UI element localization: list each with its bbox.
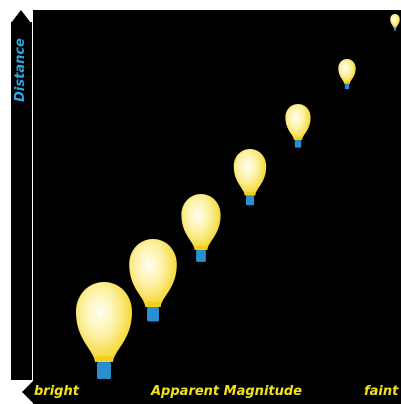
y-axis bbox=[11, 22, 32, 380]
light-bulb bbox=[129, 239, 177, 322]
x-axis-arrow bbox=[22, 380, 34, 404]
light-bulb bbox=[181, 194, 221, 262]
x-axis-min-label: bright bbox=[34, 384, 79, 399]
light-bulb bbox=[285, 104, 311, 148]
light-bulb bbox=[233, 149, 267, 206]
light-bulb bbox=[76, 282, 132, 379]
light-bulb bbox=[390, 14, 400, 31]
x-axis-label: Apparent Magnitude bbox=[151, 384, 302, 399]
x-axis bbox=[33, 380, 401, 404]
y-axis-arrow bbox=[11, 10, 31, 23]
x-axis-max-label: faint bbox=[364, 384, 399, 399]
light-bulb bbox=[338, 59, 356, 90]
